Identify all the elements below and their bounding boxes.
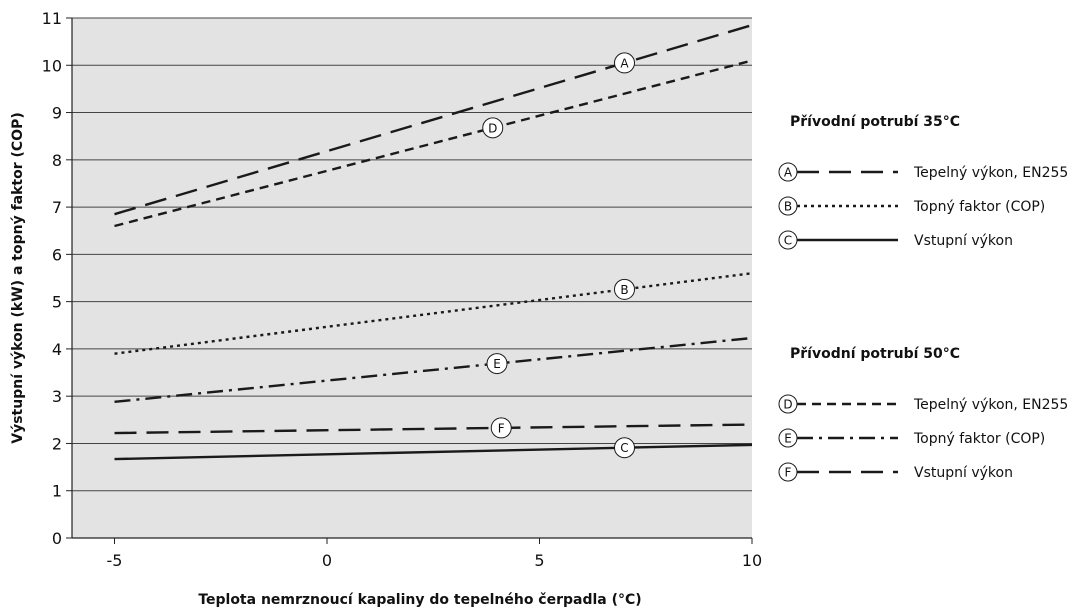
y-tick-label: 5 [52, 293, 62, 312]
series-line-d [114, 59, 753, 228]
legend-marker-letter: C [784, 234, 792, 248]
legend-marker-letter: E [784, 432, 792, 446]
legend: Přívodní potrubí 35°C A Tepelný výkon, EN2… [778, 114, 1068, 482]
series-line-e [114, 336, 753, 404]
series-marker-letter: D [488, 121, 497, 135]
y-tick-label: 0 [52, 529, 62, 548]
y-axis-title: Výstupní výkon (kW) a topný faktor (COP) [10, 112, 26, 443]
y-tick-label: 9 [52, 104, 62, 123]
y-tick-label: 6 [52, 245, 62, 264]
y-tick-label: 11 [42, 9, 62, 28]
series-marker-letter: C [620, 441, 628, 455]
series-marker-b [614, 278, 635, 300]
legend-marker-letter: F [785, 466, 792, 480]
plot-background [72, 18, 752, 538]
series-line-a [114, 23, 753, 216]
y-tick-label: 8 [52, 151, 62, 170]
legend-marker-letter: A [784, 166, 793, 180]
x-tick-label: 5 [534, 551, 544, 570]
series-marker-d [482, 117, 504, 139]
x-tick-label: -5 [107, 551, 123, 570]
series-markers: A B C D E F [482, 52, 635, 459]
series-marker-f [490, 417, 512, 439]
y-tick-label: 4 [52, 340, 62, 359]
series-lines [114, 23, 753, 461]
series-marker-letter: F [498, 421, 505, 435]
series-marker-c [614, 437, 635, 459]
x-axis-title: Teplota nemrznoucí kapaliny do tepelného… [198, 592, 641, 608]
legend-label: Topný faktor (COP) [913, 431, 1045, 447]
y-tick-label: 3 [52, 387, 62, 406]
legend-label: Tepelný výkon, EN255 [913, 397, 1068, 413]
series-marker-letter: B [620, 283, 628, 297]
axes: 0 1 2 3 4 5 6 7 8 9 10 11 -5 0 5 10 [42, 9, 763, 570]
series-marker-e [486, 353, 508, 375]
x-tick-label: 0 [322, 551, 332, 570]
y-tick-label: 1 [52, 482, 62, 501]
series-line-f [114, 423, 753, 435]
y-tick-label: 2 [52, 434, 62, 453]
legend-marker-letter: D [783, 398, 792, 412]
gridlines [72, 17, 752, 492]
series-marker-letter: E [493, 357, 501, 371]
legend-label: Vstupní výkon [914, 233, 1013, 249]
series-line-c [114, 443, 753, 461]
y-tick-label: 7 [52, 198, 62, 217]
series-marker-a [614, 52, 635, 74]
legend-heading: Přívodní potrubí 35°C [790, 114, 960, 130]
x-tick-label: 10 [742, 551, 762, 570]
series-marker-letter: A [620, 56, 629, 70]
legend-marker-letter: B [784, 200, 792, 214]
y-tick-label: 10 [42, 56, 62, 75]
legend-label: Vstupní výkon [914, 465, 1013, 481]
legend-heading: Přívodní potrubí 50°C [790, 346, 960, 362]
series-line-b [114, 272, 753, 355]
legend-label: Tepelný výkon, EN255 [913, 165, 1068, 181]
legend-label: Topný faktor (COP) [913, 199, 1045, 215]
